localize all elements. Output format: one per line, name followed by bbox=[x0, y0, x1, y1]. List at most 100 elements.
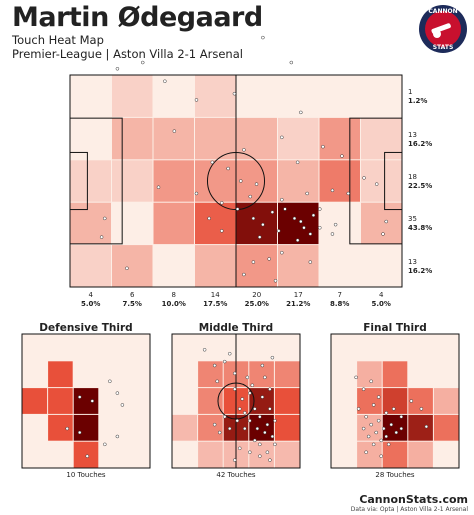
third-2-touch-dot bbox=[212, 422, 217, 427]
third-1-touch-dot bbox=[90, 399, 95, 403]
main-touch-dot bbox=[280, 197, 284, 202]
third-3-heat-cell bbox=[433, 414, 459, 441]
main-heat-cell bbox=[236, 117, 277, 160]
third-3-touch-dot bbox=[371, 403, 376, 407]
third-3-pitch-outline bbox=[330, 333, 460, 469]
main-touch-dot bbox=[280, 135, 284, 140]
main-touch-dot bbox=[302, 226, 306, 230]
main-heat-cell bbox=[195, 245, 236, 287]
row-count: 18 bbox=[408, 173, 417, 181]
column-percent: 17.5% bbox=[203, 300, 228, 308]
main-touch-dot bbox=[292, 216, 297, 221]
match-label: Premier-League | Aston Villa 2-1 Arsenal bbox=[12, 47, 243, 61]
third-2-touch-dot bbox=[273, 418, 277, 423]
main-heat-cell bbox=[361, 202, 402, 245]
main-touch-dot bbox=[305, 191, 309, 196]
third-3-touch-dot bbox=[394, 430, 399, 435]
third-3-pitch bbox=[330, 333, 460, 469]
column-label: 20 25.0% bbox=[239, 291, 275, 309]
third-title: Final Third bbox=[363, 322, 427, 334]
main-touch-dot bbox=[194, 191, 199, 196]
third-1-heat-cell bbox=[73, 414, 99, 441]
main-touch-dot bbox=[125, 266, 129, 271]
third-2-touch-dot bbox=[270, 434, 275, 439]
main-heat-cell bbox=[236, 245, 277, 287]
third-2-touch-dot bbox=[243, 426, 247, 431]
third-2-touch-dot bbox=[253, 407, 257, 411]
main-touch-dot bbox=[220, 229, 224, 233]
main-touch-dot bbox=[346, 191, 350, 196]
main-heat-cell bbox=[195, 117, 236, 160]
third-2-touch-dot bbox=[240, 397, 245, 401]
main-touch-dot bbox=[257, 235, 262, 239]
chart-subtitle: Touch Heat Map bbox=[12, 33, 104, 47]
main-heat-cell bbox=[236, 160, 277, 202]
third-2-touch-dot bbox=[235, 418, 240, 423]
main-touch-dot bbox=[220, 201, 224, 205]
third-1-touch-dot bbox=[115, 434, 120, 439]
main-touch-dot bbox=[232, 91, 237, 96]
third-3-touch-dot bbox=[369, 379, 373, 384]
main-heat-cell bbox=[153, 160, 194, 202]
row-label: 18 22.5% bbox=[408, 173, 448, 191]
main-heat-cell bbox=[195, 160, 236, 202]
third-2-heat-cell bbox=[198, 388, 223, 414]
main-right-six bbox=[384, 151, 403, 211]
third-touch-count: 42 Touches bbox=[216, 471, 256, 479]
third-3-touch-dot bbox=[386, 442, 391, 447]
main-heat-cell bbox=[278, 117, 319, 160]
main-touch-dot bbox=[340, 154, 344, 158]
third-3-touch-dot bbox=[379, 454, 383, 458]
third-title: Defensive Third bbox=[39, 322, 133, 334]
third-1-heat-cell bbox=[73, 441, 99, 468]
third-2-touch-dot bbox=[263, 375, 267, 380]
main-touch-dot bbox=[308, 260, 313, 264]
third-2-touch-dot bbox=[212, 363, 217, 368]
third-3-touch-dot bbox=[381, 426, 386, 431]
third-3-touch-dot bbox=[391, 407, 396, 411]
main-touch-dot bbox=[289, 60, 294, 65]
third-1-pitch bbox=[21, 333, 151, 469]
row-count: 1 bbox=[408, 88, 413, 97]
main-touch-dot bbox=[374, 182, 379, 186]
third-2-touch-dot bbox=[245, 375, 250, 380]
main-touch-dot bbox=[283, 207, 287, 211]
main-touch-dot bbox=[318, 226, 322, 230]
third-3-touch-dot bbox=[361, 387, 366, 391]
third-3-touch-dot bbox=[384, 411, 388, 415]
row-percent: 16.2% bbox=[408, 139, 433, 148]
third-2-heat-cell bbox=[249, 441, 274, 468]
third-2-touch-dot bbox=[268, 458, 272, 462]
main-heat-cell bbox=[195, 75, 236, 117]
third-3-touch-dot bbox=[384, 434, 388, 439]
third-2-touch-dot bbox=[238, 446, 242, 451]
main-heat-cell bbox=[153, 117, 194, 160]
third-2-touch-dot bbox=[255, 426, 260, 431]
third-2-touch-dot bbox=[243, 411, 247, 415]
main-heat-cell bbox=[70, 202, 111, 245]
main-touch-dot bbox=[251, 216, 256, 221]
logo-text-top: CANNON bbox=[428, 8, 457, 15]
main-touch-dot bbox=[207, 216, 211, 221]
third-3-touch-dot bbox=[376, 418, 381, 423]
main-touch-dot bbox=[242, 148, 246, 152]
main-touch-dot bbox=[299, 110, 303, 115]
third-2-touch-dot bbox=[232, 371, 237, 376]
main-pitch bbox=[69, 35, 403, 288]
third-2-touch-dot bbox=[258, 415, 262, 419]
third-3-touch-dot bbox=[364, 450, 368, 454]
third-1-touch-dot bbox=[85, 454, 90, 458]
row-percent: 16.2% bbox=[408, 266, 433, 275]
third-2-touch-dot bbox=[268, 407, 272, 411]
third-3-touch-dot bbox=[389, 422, 393, 427]
column-count: 20 bbox=[252, 291, 262, 299]
third-2-touch-dot bbox=[227, 351, 232, 356]
logo-text-bottom: STATS bbox=[433, 44, 454, 51]
third-1-pitch-outline bbox=[21, 333, 151, 469]
third-2-touch-dot bbox=[265, 450, 270, 454]
main-touch-dot bbox=[99, 235, 104, 239]
third-1-touch-dot bbox=[108, 379, 112, 384]
main-heat-cell bbox=[195, 202, 236, 245]
row-label: 13 16.2% bbox=[408, 131, 448, 149]
third-3-touch-dot bbox=[379, 438, 383, 443]
